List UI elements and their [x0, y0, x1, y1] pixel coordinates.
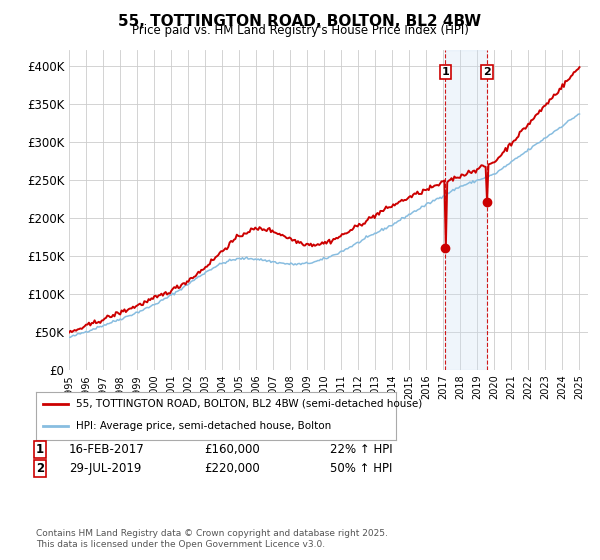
Text: £220,000: £220,000 — [204, 462, 260, 475]
Text: 50% ↑ HPI: 50% ↑ HPI — [330, 462, 392, 475]
Text: £160,000: £160,000 — [204, 443, 260, 456]
Text: Price paid vs. HM Land Registry's House Price Index (HPI): Price paid vs. HM Land Registry's House … — [131, 24, 469, 37]
Text: HPI: Average price, semi-detached house, Bolton: HPI: Average price, semi-detached house,… — [76, 421, 331, 431]
Text: 29-JUL-2019: 29-JUL-2019 — [69, 462, 142, 475]
Text: 55, TOTTINGTON ROAD, BOLTON, BL2 4BW (semi-detached house): 55, TOTTINGTON ROAD, BOLTON, BL2 4BW (se… — [76, 399, 422, 409]
Text: 16-FEB-2017: 16-FEB-2017 — [69, 443, 145, 456]
Text: 1: 1 — [442, 67, 449, 77]
Text: 1: 1 — [36, 443, 44, 456]
Text: 2: 2 — [36, 462, 44, 475]
Bar — [445, 50, 487, 370]
Text: 2: 2 — [484, 67, 491, 77]
Text: 55, TOTTINGTON ROAD, BOLTON, BL2 4BW: 55, TOTTINGTON ROAD, BOLTON, BL2 4BW — [118, 14, 482, 29]
Text: 22% ↑ HPI: 22% ↑ HPI — [330, 443, 392, 456]
Text: Contains HM Land Registry data © Crown copyright and database right 2025.
This d: Contains HM Land Registry data © Crown c… — [36, 529, 388, 549]
